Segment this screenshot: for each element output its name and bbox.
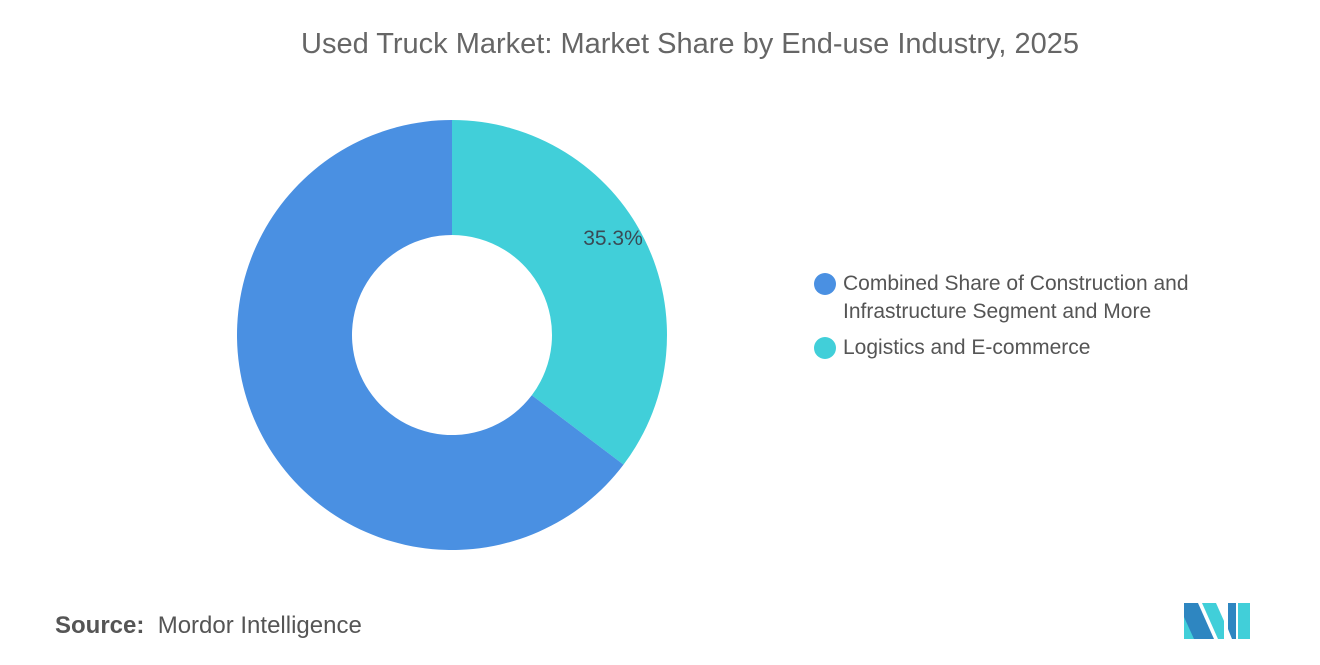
- donut-slice: [237, 120, 624, 550]
- legend-swatch: [814, 337, 836, 359]
- donut-slice: [452, 120, 667, 465]
- slice-data-label: 35.3%: [583, 227, 643, 250]
- legend-label: Logistics and E-commerce: [843, 336, 1091, 359]
- legend: Combined Share of Construction and Infra…: [814, 270, 1254, 370]
- source-value: Mordor Intelligence: [157, 612, 362, 639]
- legend-swatch: [814, 273, 836, 295]
- legend-item: Logistics and E-commerce: [814, 334, 1254, 362]
- legend-item: Combined Share of Construction and Infra…: [814, 270, 1254, 326]
- legend-label: Combined Share of Construction and Infra…: [843, 272, 1189, 323]
- source-note: Source: Mordor Intelligence: [55, 612, 362, 640]
- chart-title: Used Truck Market: Market Share by End-u…: [301, 28, 1079, 60]
- mordor-logo: [1184, 603, 1250, 639]
- source-label: Source:: [55, 612, 145, 639]
